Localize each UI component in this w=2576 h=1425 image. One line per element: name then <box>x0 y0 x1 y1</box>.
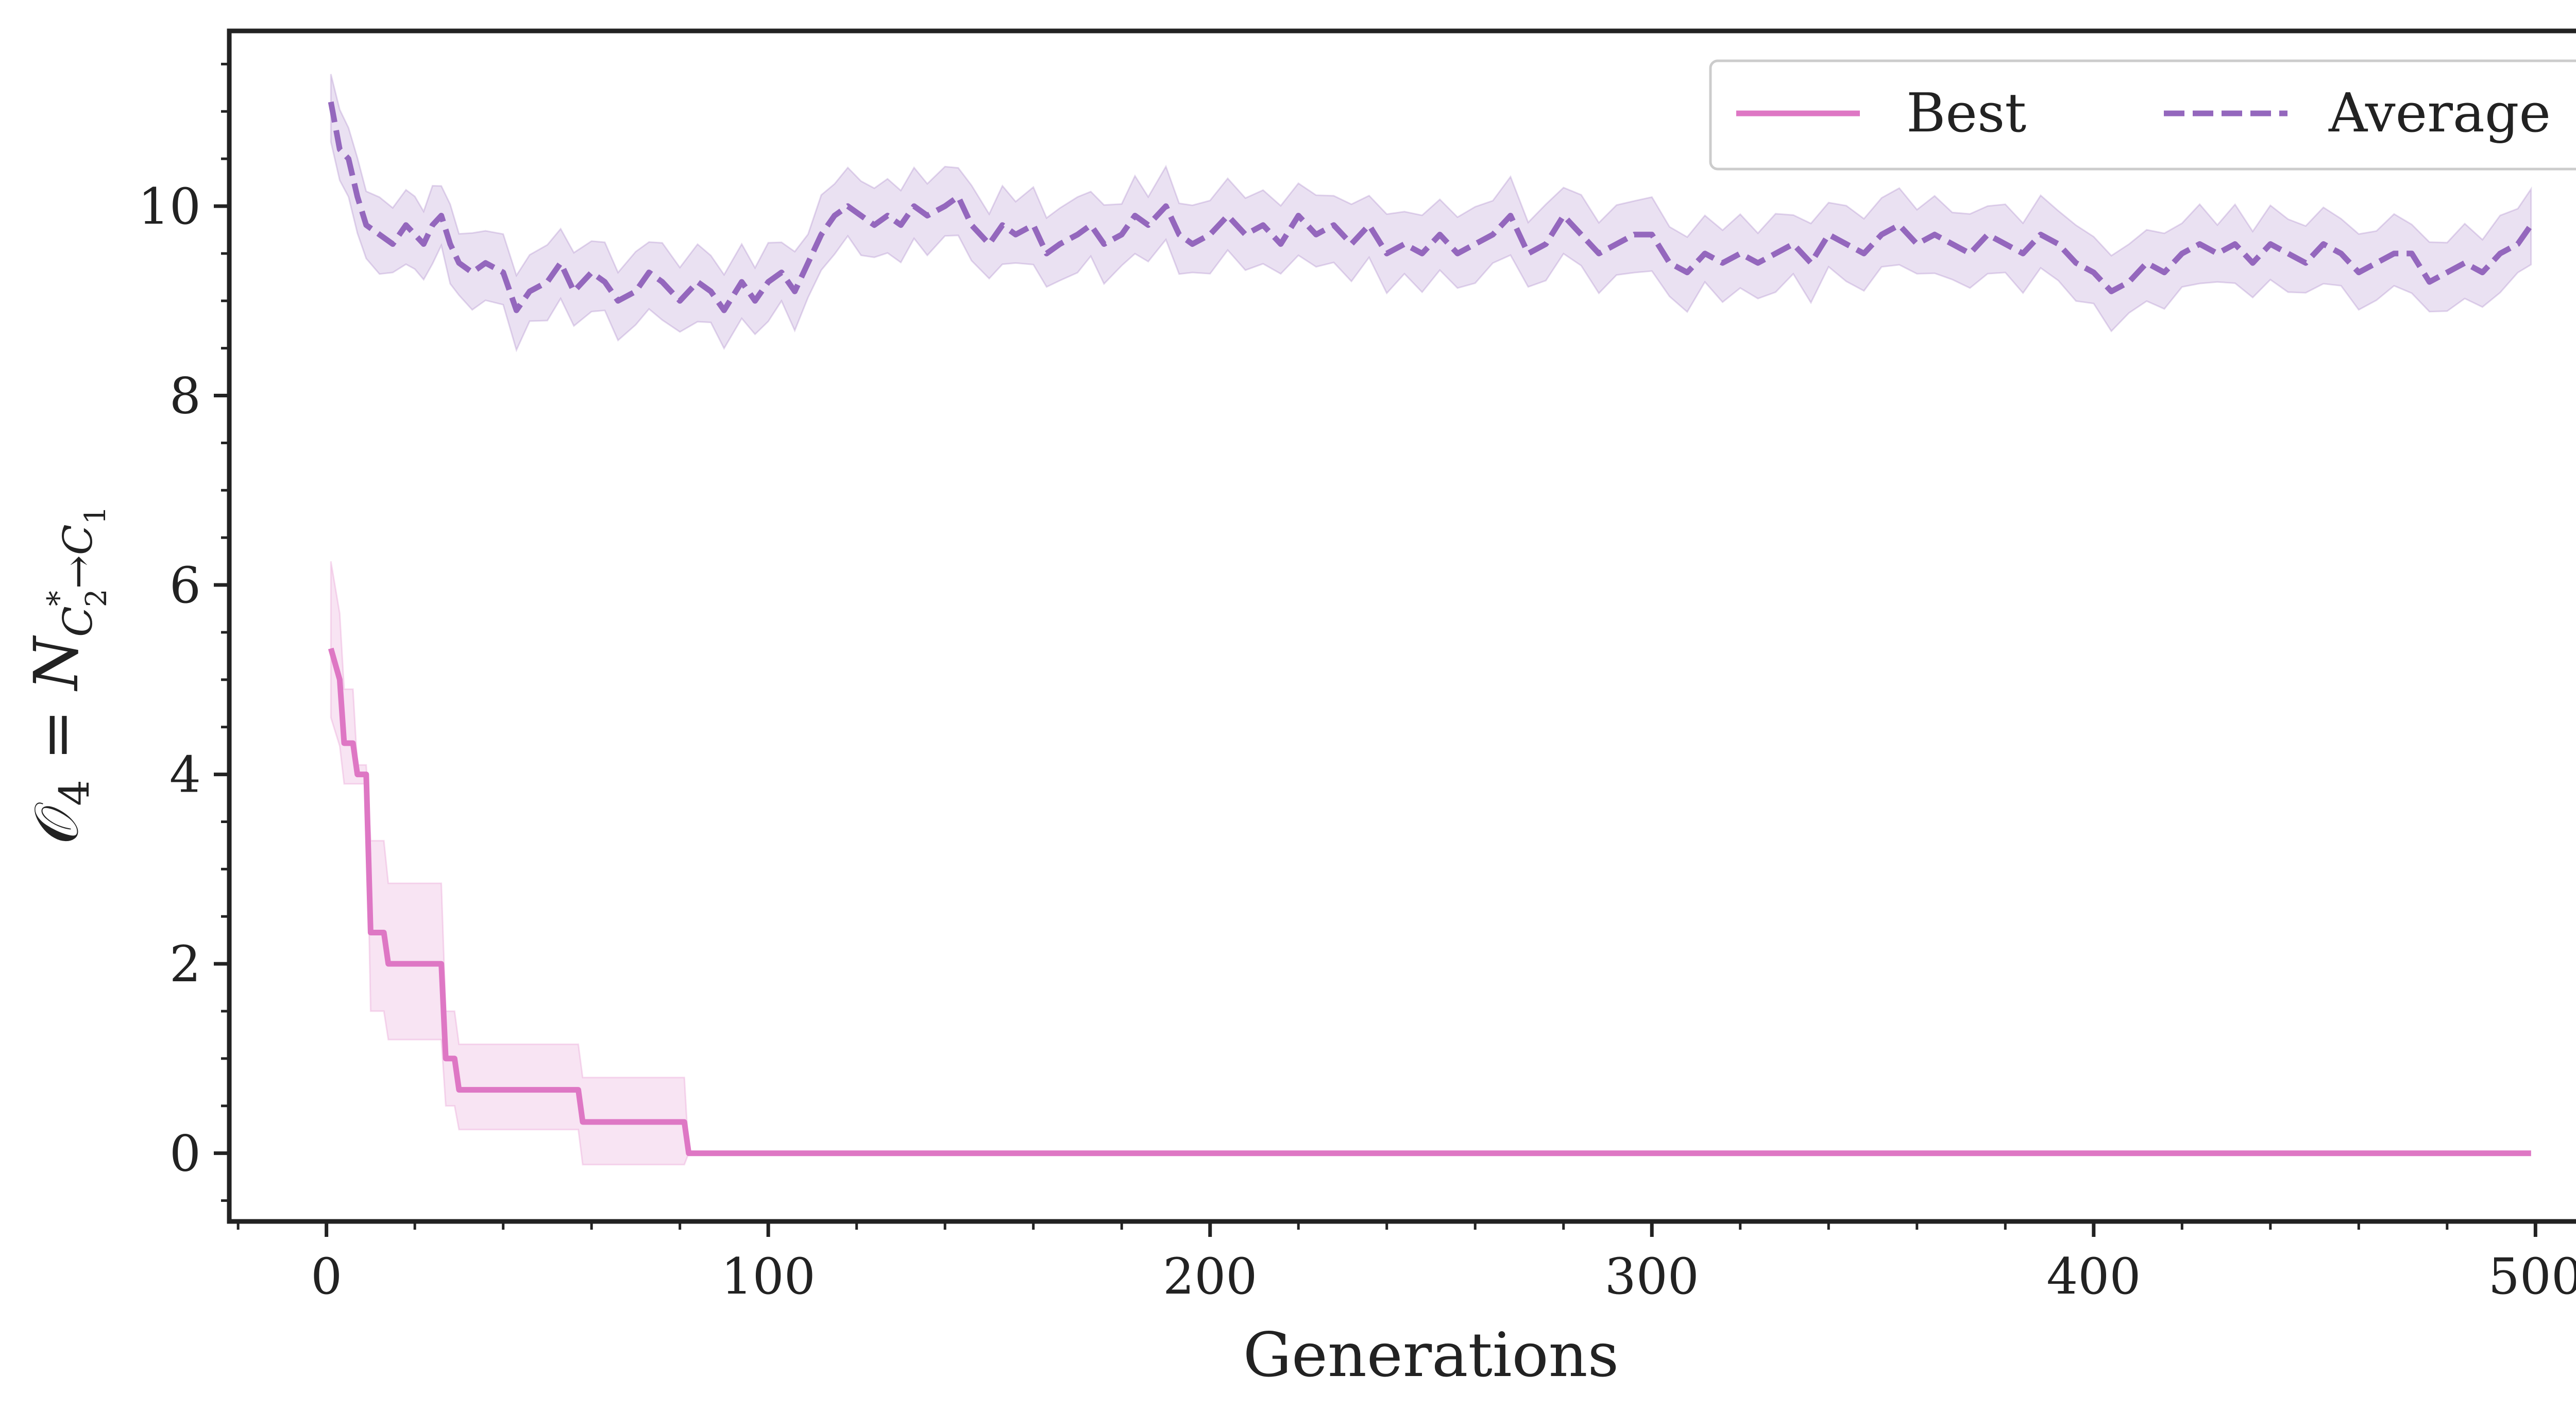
y-tick-label: 8 <box>170 367 201 425</box>
plot-frame <box>227 28 2576 1224</box>
x-tick-label: 500 <box>2488 1248 2576 1305</box>
ylabel-eq: = N <box>21 635 92 780</box>
ylabel-sub-c2: C <box>55 606 101 637</box>
x-tick-label: 300 <box>1605 1248 1699 1305</box>
y-axis: 0 2 4 6 8 10 <box>138 62 229 1202</box>
y-tick-label: 2 <box>170 935 201 993</box>
legend-box <box>1709 59 2576 171</box>
x-tick-label: 0 <box>311 1248 342 1305</box>
legend: Best Average <box>1709 59 2576 171</box>
ylabel-sub-c2-sub: 2 <box>80 589 113 607</box>
y-tick-label: 4 <box>170 746 201 804</box>
x-axis-label: Generations <box>1243 1319 1619 1390</box>
series-line-average <box>328 101 2534 313</box>
legend-label-average: Average <box>2328 81 2551 144</box>
series-line-best <box>328 647 2531 1156</box>
ylabel-lhs: 𝒪 <box>21 802 92 844</box>
ylabel-sub-c1-sub: 1 <box>79 506 112 525</box>
y-axis-label: 𝒪4 = NC* 2→C1 <box>21 506 113 844</box>
x-axis: 0 100 200 300 400 500 <box>236 1221 2576 1305</box>
ylabel-lhs-sub: 4 <box>50 780 98 806</box>
y-tick-label: 10 <box>138 178 201 236</box>
ylabel-arrow: → <box>55 555 101 589</box>
band-average <box>330 74 2532 353</box>
x-tick-label: 100 <box>721 1248 816 1305</box>
x-tick-label: 400 <box>2046 1248 2141 1305</box>
y-tick-label: 0 <box>170 1125 201 1183</box>
series-lines <box>328 101 2534 1156</box>
ylabel-sub-c2-sup: * <box>41 591 77 606</box>
x-tick-label: 200 <box>1163 1248 1257 1305</box>
legend-label-best: Best <box>1906 81 2026 144</box>
ylabel-sub-c1: C <box>55 524 101 555</box>
y-tick-label: 6 <box>170 557 201 614</box>
